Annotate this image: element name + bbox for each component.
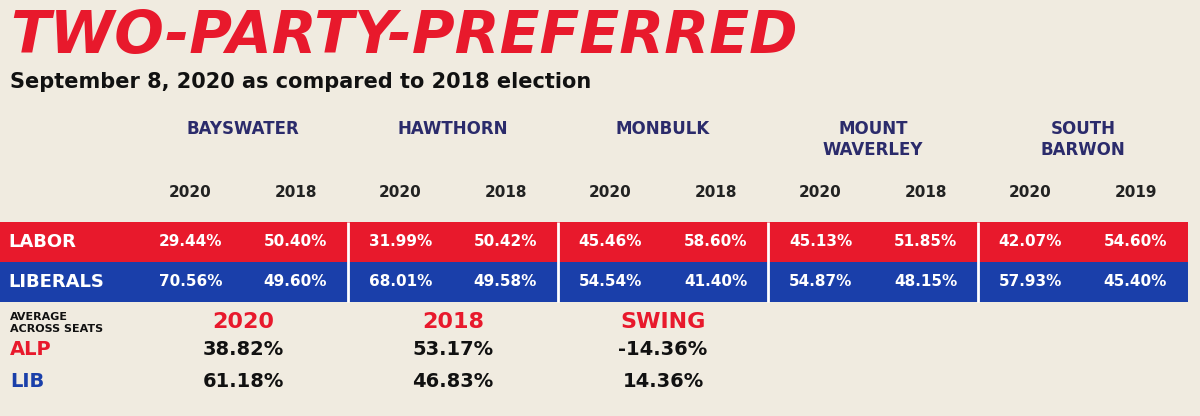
- Text: 2018: 2018: [275, 185, 317, 200]
- Text: 2020: 2020: [379, 185, 422, 200]
- Text: 41.40%: 41.40%: [684, 275, 748, 290]
- Text: 51.85%: 51.85%: [894, 235, 958, 250]
- Text: 2020: 2020: [799, 185, 842, 200]
- Text: LIBERALS: LIBERALS: [8, 273, 104, 291]
- Text: 2018: 2018: [485, 185, 527, 200]
- Text: 14.36%: 14.36%: [623, 372, 703, 391]
- Text: 2018: 2018: [422, 312, 484, 332]
- Text: 2018: 2018: [905, 185, 947, 200]
- Text: 50.40%: 50.40%: [264, 235, 328, 250]
- Text: 2020: 2020: [212, 312, 274, 332]
- Text: 57.93%: 57.93%: [998, 275, 1062, 290]
- Text: 68.01%: 68.01%: [368, 275, 432, 290]
- Text: SOUTH
BARWON: SOUTH BARWON: [1040, 120, 1126, 159]
- Text: ALP: ALP: [10, 340, 52, 359]
- Text: LIB: LIB: [10, 372, 44, 391]
- Text: 2020: 2020: [169, 185, 212, 200]
- Text: LABOR: LABOR: [8, 233, 76, 251]
- Text: BAYSWATER: BAYSWATER: [187, 120, 299, 138]
- Text: 46.83%: 46.83%: [413, 372, 493, 391]
- Text: MONBULK: MONBULK: [616, 120, 710, 138]
- Bar: [0, 262, 1188, 302]
- Text: -14.36%: -14.36%: [618, 340, 708, 359]
- Text: AVERAGE
ACROSS SEATS: AVERAGE ACROSS SEATS: [10, 312, 103, 334]
- Text: 38.82%: 38.82%: [203, 340, 283, 359]
- Text: MOUNT
WAVERLEY: MOUNT WAVERLEY: [823, 120, 923, 159]
- Text: 70.56%: 70.56%: [158, 275, 222, 290]
- Text: 50.42%: 50.42%: [474, 235, 538, 250]
- Text: 45.13%: 45.13%: [788, 235, 852, 250]
- Text: 53.17%: 53.17%: [413, 340, 493, 359]
- Text: 45.40%: 45.40%: [1104, 275, 1168, 290]
- Text: September 8, 2020 as compared to 2018 election: September 8, 2020 as compared to 2018 el…: [10, 72, 592, 92]
- Text: 2018: 2018: [695, 185, 737, 200]
- Text: 45.46%: 45.46%: [578, 235, 642, 250]
- Text: 29.44%: 29.44%: [158, 235, 222, 250]
- Text: 42.07%: 42.07%: [998, 235, 1062, 250]
- Text: 2020: 2020: [1009, 185, 1052, 200]
- Text: 58.60%: 58.60%: [684, 235, 748, 250]
- Text: TWO-PARTY-PREFERRED: TWO-PARTY-PREFERRED: [10, 8, 798, 65]
- Text: SWING: SWING: [620, 312, 706, 332]
- Bar: [0, 222, 1188, 262]
- Text: 2019: 2019: [1115, 185, 1157, 200]
- Text: 54.60%: 54.60%: [1104, 235, 1168, 250]
- Text: 54.54%: 54.54%: [578, 275, 642, 290]
- Text: 48.15%: 48.15%: [894, 275, 958, 290]
- Text: HAWTHORN: HAWTHORN: [397, 120, 509, 138]
- Text: 31.99%: 31.99%: [368, 235, 432, 250]
- Text: 49.58%: 49.58%: [474, 275, 538, 290]
- Text: 61.18%: 61.18%: [203, 372, 283, 391]
- Text: 49.60%: 49.60%: [264, 275, 328, 290]
- Text: 2020: 2020: [589, 185, 632, 200]
- Text: 54.87%: 54.87%: [788, 275, 852, 290]
